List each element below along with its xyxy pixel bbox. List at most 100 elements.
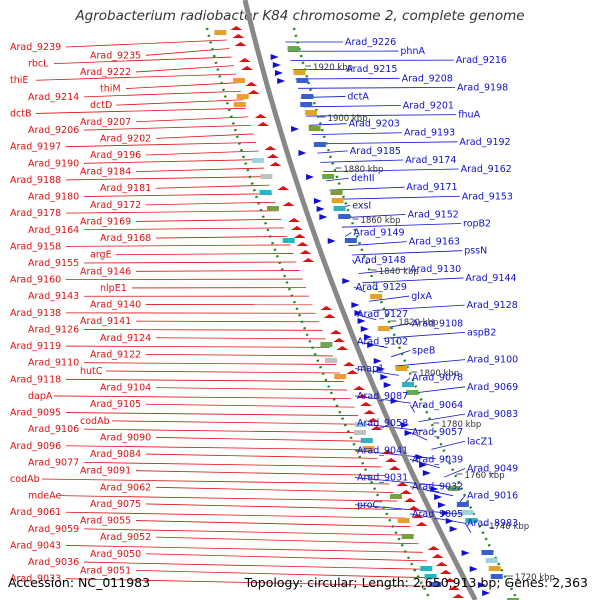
gene-label-left[interactable]: thiM — [100, 84, 121, 95]
gene-label-left[interactable]: Arad_9160 — [10, 275, 61, 286]
gene-label-right[interactable]: proC — [357, 500, 380, 511]
gene-label-right[interactable]: Arad_9208 — [402, 73, 453, 84]
gene-label-left[interactable]: Arad_9138 — [10, 308, 61, 319]
gene-label-left[interactable]: Arad_9146 — [80, 266, 131, 277]
gene-label-right[interactable]: Arad_9069 — [467, 382, 518, 393]
gene-label-left[interactable]: Arad_9184 — [80, 167, 131, 178]
gene-label-right[interactable]: Arad_8983 — [467, 518, 518, 529]
gene-label-left[interactable]: Arad_9062 — [100, 482, 151, 493]
gene-label-right[interactable]: Arad_9201 — [403, 101, 454, 112]
gene-label-left[interactable]: codAb — [80, 416, 110, 427]
gene-label-left[interactable]: Arad_9118 — [10, 374, 61, 385]
gene-label-right[interactable]: Arad_9174 — [405, 155, 456, 166]
gene-label-right[interactable]: Arad_9171 — [406, 182, 457, 193]
gene-label-right[interactable]: Arad_9128 — [467, 300, 518, 311]
gene-label-right[interactable]: Arad_9163 — [409, 237, 460, 248]
gene-label-left[interactable]: Arad_9106 — [28, 424, 79, 435]
gene-label-left[interactable]: Arad_9169 — [80, 216, 131, 227]
gene-label-right[interactable]: Arad_9102 — [357, 336, 408, 347]
gene-label-left[interactable]: Arad_9206 — [28, 125, 79, 136]
gene-label-right[interactable]: Arad_9039 — [412, 454, 463, 465]
gene-label-left[interactable]: Arad_9126 — [28, 324, 79, 335]
gene-label-right[interactable]: Arad_9226 — [345, 37, 396, 48]
gene-label-left[interactable]: Arad_9105 — [90, 399, 141, 410]
gene-label-left[interactable]: Arad_9119 — [10, 341, 61, 352]
gene-label-right[interactable]: Arad_9078 — [412, 373, 463, 384]
gene-label-left[interactable]: Arad_9141 — [80, 316, 131, 327]
gene-label-right[interactable]: aspB2 — [467, 327, 496, 338]
gene-label-right[interactable]: Arad_9198 — [457, 82, 508, 93]
gene-label-left[interactable]: Arad_9096 — [10, 441, 61, 452]
gene-label-right[interactable]: Arad_9144 — [465, 273, 516, 284]
gene-label-left[interactable]: Arad_9222 — [80, 67, 131, 78]
gene-label-right[interactable]: Arad_9057 — [412, 427, 463, 438]
gene-label-right[interactable]: Arad_9100 — [467, 355, 518, 366]
gene-label-left[interactable]: Arad_9196 — [90, 150, 141, 161]
gene-label-left[interactable]: Arad_9188 — [10, 175, 61, 186]
gene-label-right[interactable]: speB — [412, 346, 435, 357]
gene-label-left[interactable]: argE — [90, 250, 112, 261]
gene-label-left[interactable]: Arad_9043 — [10, 540, 61, 551]
gene-label-left[interactable]: Arad_9172 — [90, 200, 141, 211]
gene-label-right[interactable]: Arad_9130 — [410, 264, 461, 275]
gene-label-right[interactable]: exsI — [352, 200, 371, 211]
gene-label-right[interactable]: Arad_9049 — [467, 463, 518, 474]
gene-label-right[interactable]: Arad_9087 — [357, 391, 408, 402]
gene-label-right[interactable]: Arad_9203 — [349, 119, 400, 130]
gene-label-left[interactable]: dctB — [10, 108, 32, 119]
gene-label-right[interactable]: phnA — [400, 46, 425, 57]
gene-label-left[interactable]: Arad_9124 — [100, 333, 151, 344]
gene-label-left[interactable]: Arad_9104 — [100, 383, 151, 394]
gene-label-right[interactable]: glxA — [411, 291, 432, 302]
gene-label-right[interactable]: fhuA — [458, 110, 480, 121]
gene-label-left[interactable]: Arad_9091 — [80, 466, 131, 477]
gene-label-right[interactable]: Arad_9153 — [462, 191, 513, 202]
gene-label-right[interactable]: Arad_9041 — [357, 445, 408, 456]
gene-label-right[interactable]: Arad_9149 — [353, 228, 404, 239]
gene-label-right[interactable]: Arad_9083 — [467, 409, 518, 420]
gene-label-right[interactable]: Arad_9215 — [346, 64, 397, 75]
gene-label-left[interactable]: Arad_9207 — [80, 117, 131, 128]
gene-label-left[interactable]: Arad_9075 — [90, 499, 141, 510]
gene-label-right[interactable]: Arad_9192 — [459, 137, 510, 148]
gene-label-left[interactable]: Arad_9050 — [90, 549, 141, 560]
gene-label-left[interactable]: Arad_9033 — [10, 574, 61, 585]
gene-label-right[interactable]: Arad_9108 — [412, 318, 463, 329]
gene-label-left[interactable]: Arad_9061 — [10, 507, 61, 518]
gene-label-left[interactable]: Arad_9190 — [28, 158, 79, 169]
gene-label-right[interactable]: Arad_9058 — [357, 418, 408, 429]
gene-label-right[interactable]: Arad_9127 — [357, 309, 408, 320]
gene-label-left[interactable]: Arad_9059 — [28, 524, 79, 535]
gene-label-right[interactable]: Arad_9148 — [355, 255, 406, 266]
gene-label-right[interactable]: Arad_9032 — [412, 482, 463, 493]
gene-label-left[interactable]: Arad_9090 — [100, 432, 151, 443]
gene-label-right[interactable]: dctA — [347, 91, 369, 102]
gene-label-right[interactable]: Arad_9064 — [412, 400, 463, 411]
gene-label-left[interactable]: dapA — [28, 391, 53, 402]
gene-label-left[interactable]: Arad_9095 — [10, 408, 61, 419]
gene-label-right[interactable]: lacZ1 — [467, 436, 493, 447]
gene-label-left[interactable]: Arad_9181 — [100, 183, 151, 194]
gene-label-left[interactable]: Arad_9110 — [28, 358, 79, 369]
gene-label-left[interactable]: Arad_9158 — [10, 241, 61, 252]
gene-label-right[interactable]: Arad_9152 — [408, 209, 459, 220]
gene-label-left[interactable]: rbcL — [28, 59, 49, 70]
gene-label-left[interactable]: Arad_9122 — [90, 349, 141, 360]
gene-label-left[interactable]: Arad_9036 — [28, 557, 79, 568]
gene-label-left[interactable]: Arad_9051 — [80, 565, 131, 576]
gene-label-right[interactable]: Arad_9193 — [404, 128, 455, 139]
gene-label-left[interactable]: Arad_9077 — [28, 457, 79, 468]
gene-label-left[interactable]: Arad_9055 — [80, 516, 131, 527]
gene-label-left[interactable]: Arad_9239 — [10, 42, 61, 53]
gene-label-left[interactable]: dctD — [90, 100, 112, 111]
gene-label-right[interactable]: Arad_9185 — [350, 146, 401, 157]
gene-label-left[interactable]: Arad_9168 — [100, 233, 151, 244]
gene-label-left[interactable]: Arad_9197 — [10, 142, 61, 153]
gene-label-right[interactable]: Arad_9005 — [412, 509, 463, 520]
gene-label-left[interactable]: Arad_9235 — [90, 50, 141, 61]
gene-label-right[interactable]: Arad_9031 — [357, 473, 408, 484]
gene-label-left[interactable]: Arad_9140 — [90, 300, 141, 311]
gene-label-right[interactable]: Arad_9216 — [456, 55, 507, 66]
gene-label-right[interactable]: dehII — [351, 173, 375, 184]
gene-label-left[interactable]: Arad_9214 — [28, 92, 79, 103]
